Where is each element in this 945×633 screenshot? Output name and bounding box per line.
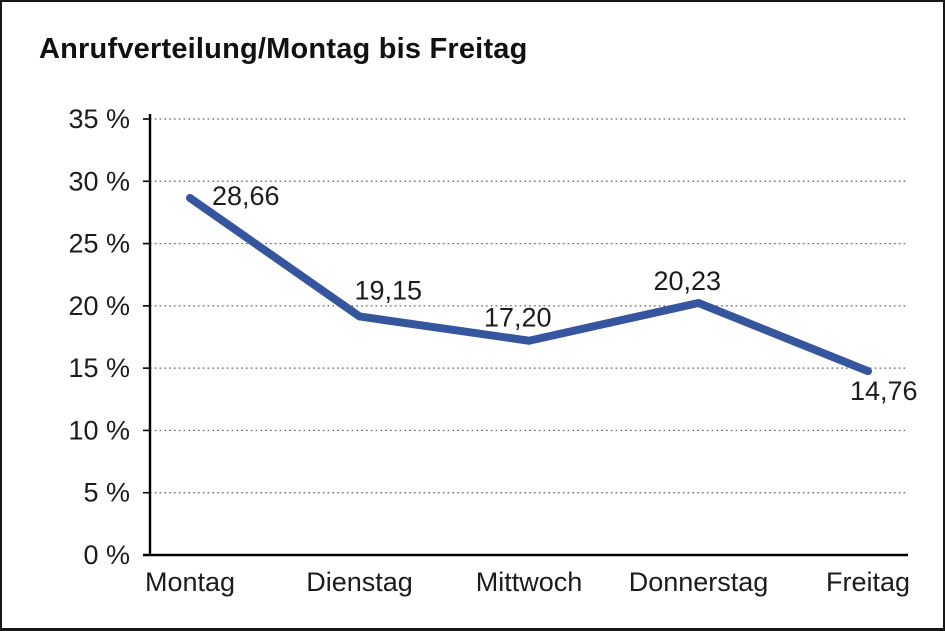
y-tick-label: 35 % (68, 104, 130, 134)
y-tick-label: 25 % (68, 229, 130, 259)
y-tick-label: 15 % (68, 353, 130, 383)
data-label: 28,66 (212, 181, 280, 211)
series-line (186, 193, 872, 376)
chart-title: Anrufverteilung/Montag bis Freitag (39, 33, 528, 65)
x-category-label: Freitag (826, 567, 910, 597)
y-tick-label: 30 % (68, 166, 130, 196)
x-category-label: Mittwoch (476, 567, 583, 597)
y-tick-label: 5 % (83, 478, 130, 508)
x-category-label: Donnerstag (629, 567, 769, 597)
data-label: 19,15 (355, 275, 423, 305)
x-category-label: Montag (145, 567, 235, 597)
x-category-label: Dienstag (306, 567, 413, 597)
data-label: 20,23 (654, 266, 722, 296)
y-tick-label: 20 % (68, 291, 130, 321)
data-label: 14,76 (850, 376, 918, 406)
y-tick-label: 0 % (83, 540, 130, 570)
data-label: 17,20 (484, 303, 552, 333)
y-tick-label: 10 % (68, 415, 130, 445)
